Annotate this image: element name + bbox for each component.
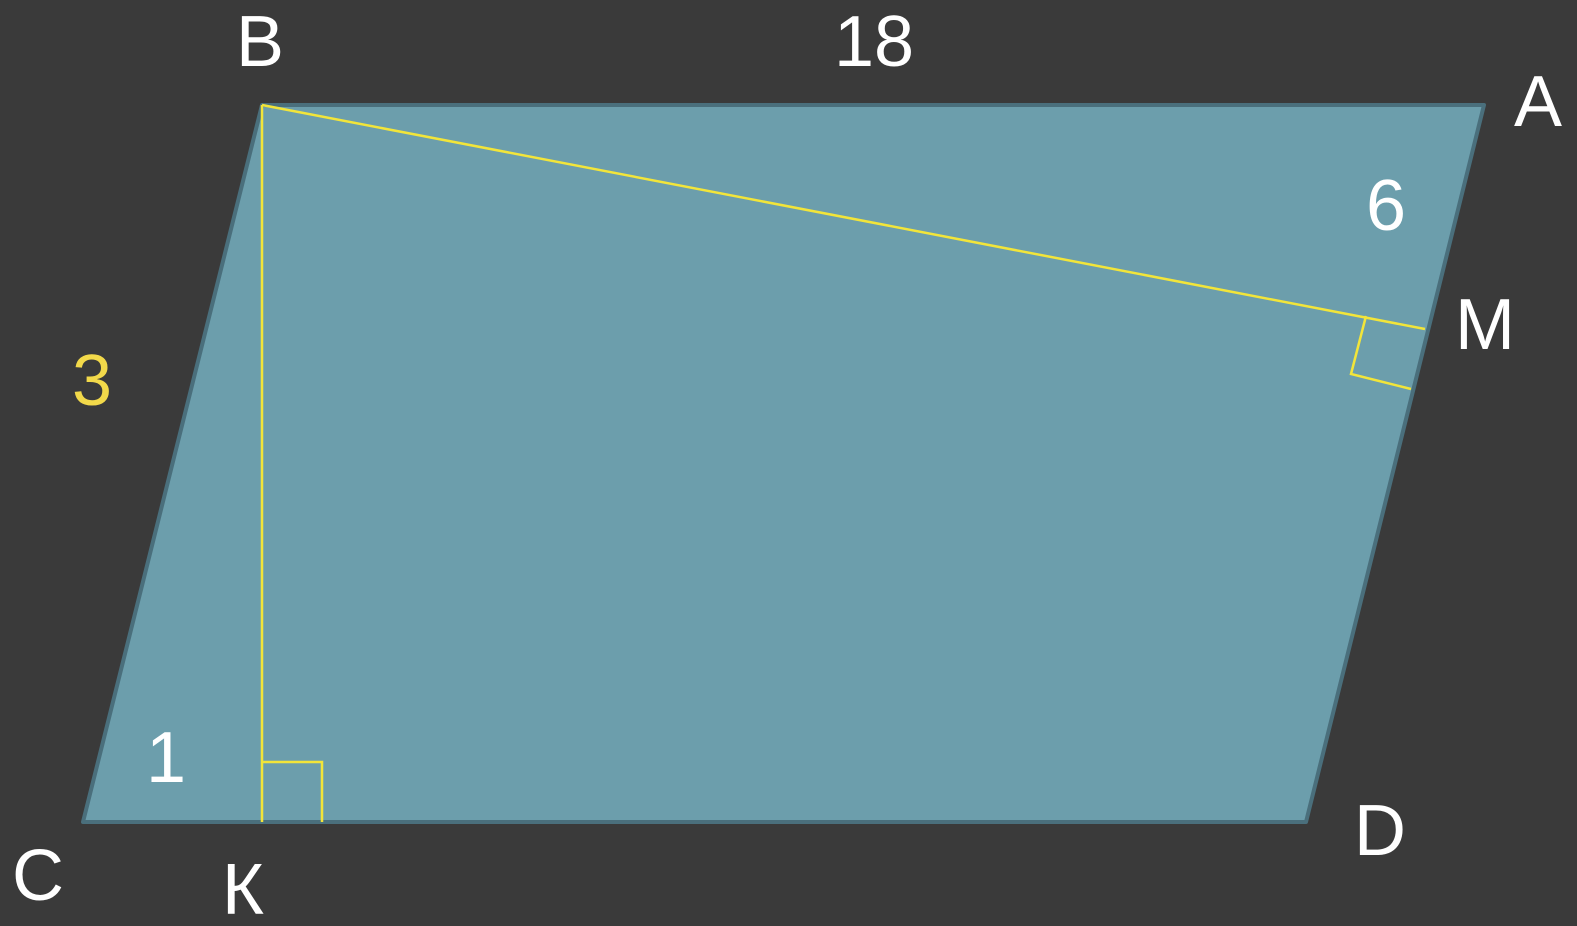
- measure-label-bc: 3: [72, 341, 112, 421]
- vertex-label-c: C: [12, 836, 64, 916]
- right-angle-mark-m: [1349, 315, 1412, 391]
- vertex-label-a: A: [1514, 62, 1562, 142]
- measure-label-ba: 18: [834, 2, 914, 82]
- vertex-label-k: К: [222, 850, 264, 926]
- vertex-label-b: B: [236, 2, 284, 82]
- vertex-label-m: M: [1455, 285, 1515, 365]
- measure-label-ck: 1: [146, 718, 186, 798]
- measure-label-am: 6: [1366, 166, 1406, 246]
- perpendicular-bm: [261, 103, 1426, 331]
- vertex-label-d: D: [1354, 791, 1406, 871]
- right-angle-mark-k: [262, 760, 324, 822]
- parallelogram: [81, 103, 1486, 824]
